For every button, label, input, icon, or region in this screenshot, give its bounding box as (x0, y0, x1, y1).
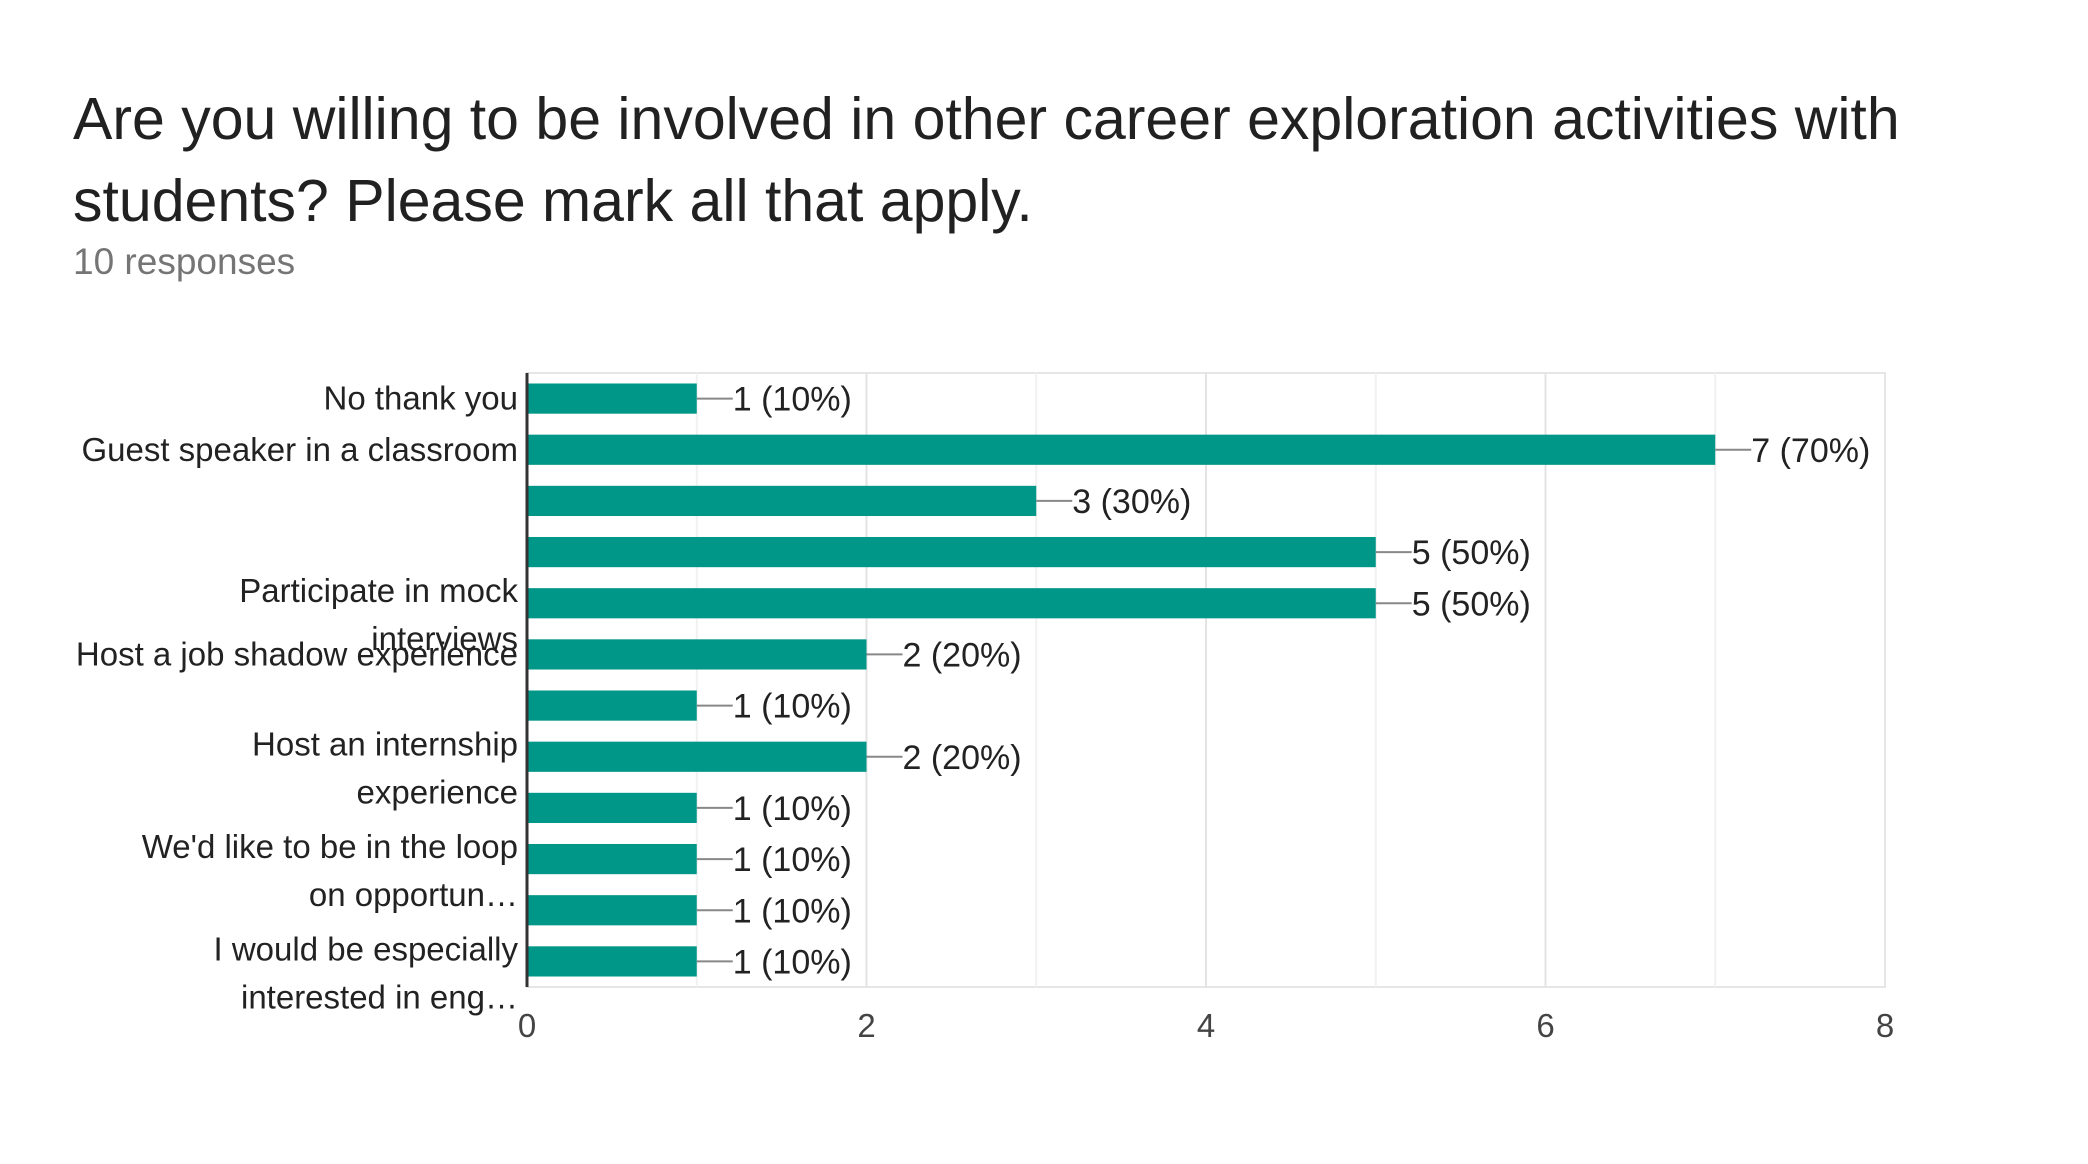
bar (527, 383, 697, 414)
data-label: 5 (50%) (1412, 585, 1531, 623)
category-label: No thank you (324, 380, 518, 417)
data-label: 2 (20%) (903, 739, 1022, 777)
data-label: 1 (10%) (733, 943, 852, 981)
data-label: 7 (70%) (1751, 432, 1870, 470)
bar (527, 485, 1037, 517)
bar (527, 843, 697, 875)
data-label: 2 (20%) (903, 636, 1022, 674)
data-label: 1 (10%) (733, 841, 852, 879)
bar (527, 741, 867, 772)
x-tick-label: 6 (1536, 1007, 1554, 1044)
data-label: 1 (10%) (733, 688, 852, 726)
bar (527, 536, 1376, 568)
category-label: I would be especially interested in eng… (213, 930, 518, 1015)
data-label: 1 (10%) (733, 892, 852, 930)
category-label: Participate in mock interviews (239, 572, 518, 657)
category-label: Guest speaker in a classroom (81, 431, 518, 468)
category-label: We'd like to be in the loop on opportun… (142, 828, 518, 913)
bar (527, 639, 867, 670)
x-tick-label: 2 (857, 1007, 875, 1044)
x-tick-label: 8 (1876, 1007, 1894, 1044)
data-label: 1 (10%) (733, 381, 852, 419)
category-label: Host an internship experience (252, 726, 518, 811)
bar (527, 792, 697, 824)
response-count: 10 responses (73, 241, 296, 282)
data-label: 1 (10%) (733, 790, 852, 828)
x-tick-label: 0 (518, 1007, 536, 1044)
data-label: 5 (50%) (1412, 534, 1531, 572)
chart-title: Are you willing to be involved in other … (73, 86, 1900, 234)
bar (527, 946, 697, 977)
x-tick-label: 4 (1197, 1007, 1215, 1044)
bar (527, 434, 1716, 465)
data-label: 3 (30%) (1072, 483, 1191, 521)
bar (527, 895, 697, 926)
bar (527, 690, 697, 721)
category-label: Host a job shadow experience (76, 635, 518, 672)
bar (527, 588, 1376, 619)
